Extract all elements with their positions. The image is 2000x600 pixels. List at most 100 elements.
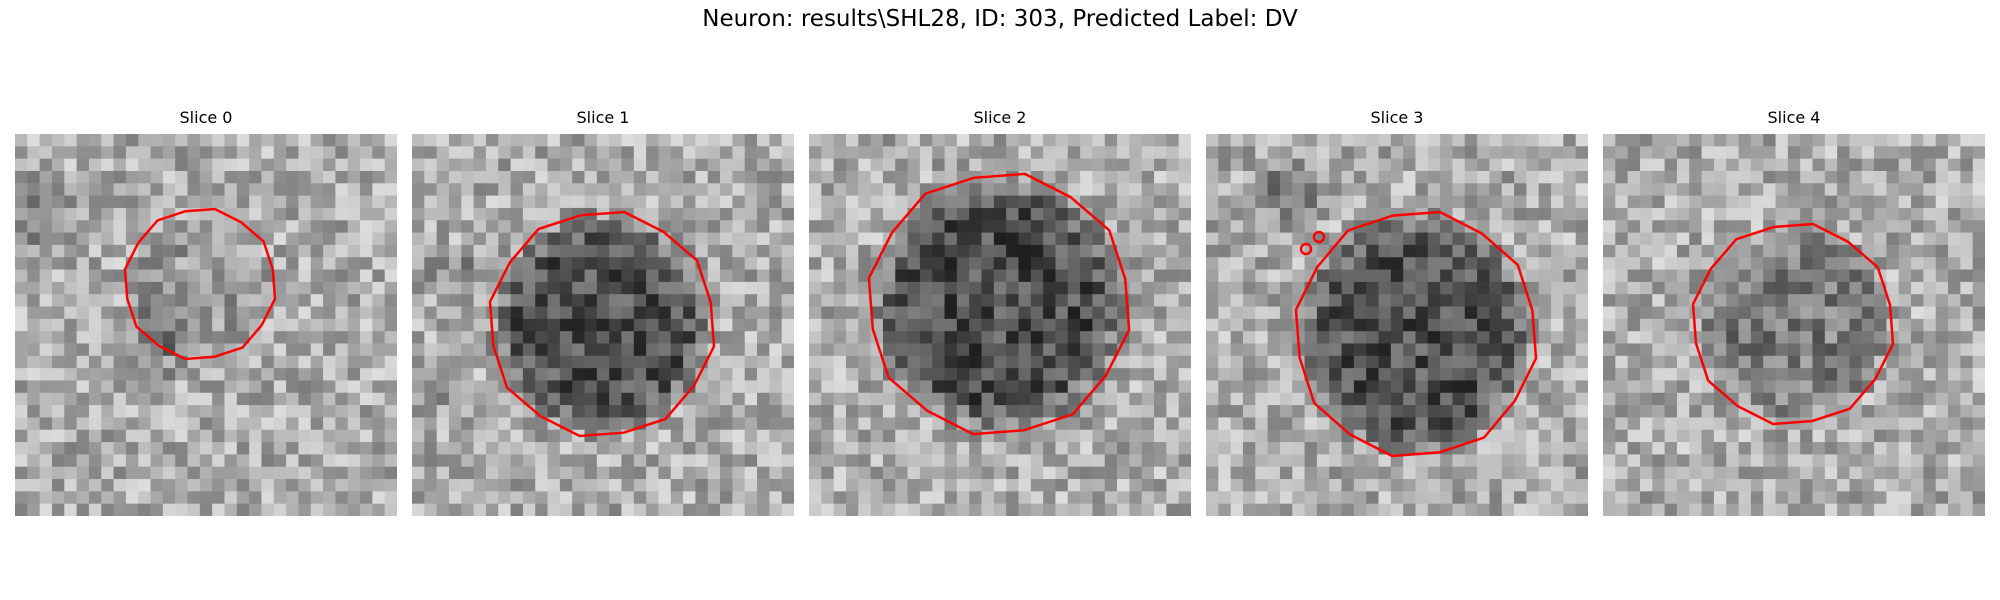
pixel-cell — [1787, 368, 1801, 382]
pixel-cell — [1526, 417, 1540, 431]
pixel-cell — [1538, 158, 1552, 172]
pixel-cell — [919, 195, 933, 209]
pixel-cell — [1652, 318, 1666, 332]
pixel-cell — [1030, 355, 1044, 369]
pixel-cell — [224, 392, 238, 406]
pixel-cell — [323, 170, 336, 184]
pixel-cell — [138, 405, 152, 419]
pixel-cell — [1501, 380, 1515, 394]
pixel-cell — [1206, 294, 1219, 308]
pixel-cell — [609, 195, 623, 209]
pixel-cell — [1129, 294, 1143, 308]
pixel-cell — [384, 368, 397, 382]
pixel-cell — [769, 269, 783, 283]
pixel-cell — [695, 244, 709, 258]
pixel-cell — [138, 503, 152, 516]
pixel-cell — [1812, 232, 1826, 246]
pixel-cell — [956, 294, 970, 308]
pixel-cell — [1341, 269, 1355, 283]
pixel-cell — [969, 429, 983, 443]
pixel-cell — [1972, 380, 1985, 394]
pixel-cell — [175, 380, 189, 394]
pixel-cell — [1603, 417, 1616, 431]
pixel-cell — [1849, 417, 1863, 431]
pixel-cell — [88, 503, 102, 516]
pixel-cell — [744, 405, 758, 419]
pixel-cell — [224, 368, 238, 382]
pixel-cell — [76, 232, 90, 246]
pixel-cell — [249, 195, 263, 209]
pixel-cell — [1501, 195, 1515, 209]
pixel-cell — [1104, 331, 1118, 345]
pixel-cell — [1750, 306, 1764, 320]
pixel-cell — [1403, 417, 1417, 431]
pixel-cell — [981, 306, 995, 320]
pixel-cell — [1960, 392, 1974, 406]
pixel-cell — [919, 318, 933, 332]
pixel-cell — [720, 479, 733, 492]
pixel-cell — [1018, 244, 1032, 258]
pixel-cell — [1329, 134, 1343, 147]
pixel-cell — [809, 479, 822, 492]
pixel-cell — [1800, 405, 1814, 419]
pixel-cell — [1366, 207, 1380, 221]
pixel-cell — [1043, 170, 1057, 184]
pixel-cell — [1787, 232, 1801, 246]
pixel-cell — [88, 405, 102, 419]
pixel-cell — [1415, 343, 1429, 357]
pixel-cell — [498, 294, 512, 308]
pixel-cell — [473, 207, 487, 221]
pixel-cell — [1514, 368, 1527, 382]
pixel-cell — [720, 454, 733, 468]
pixel-cell — [1627, 343, 1641, 357]
pixel-cell — [1763, 207, 1777, 221]
pixel-cell — [969, 269, 983, 283]
pixel-cell — [683, 429, 697, 443]
pixel-cell — [670, 306, 684, 320]
pixel-cell — [162, 405, 176, 419]
pixel-cell — [1538, 331, 1552, 345]
pixel-cell — [1218, 257, 1232, 271]
pixel-cell — [1452, 134, 1466, 147]
pixel-cell — [199, 318, 213, 332]
pixel-cell — [125, 207, 139, 221]
pixel-cell — [1898, 220, 1912, 234]
pixel-cell — [1403, 269, 1417, 283]
pixel-cell — [907, 479, 921, 492]
pixel-cell — [461, 380, 475, 394]
pixel-cell — [224, 417, 238, 431]
pixel-cell — [1006, 380, 1020, 394]
pixel-cell — [1104, 183, 1118, 197]
pixel-cell — [1279, 368, 1293, 382]
pixel-cell — [1242, 195, 1256, 209]
pixel-cell — [1689, 392, 1703, 406]
pixel-cell — [858, 306, 872, 320]
pixel-cell — [175, 220, 189, 234]
pixel-cell — [907, 183, 921, 197]
pixel-cell — [1787, 134, 1801, 147]
pixel-cell — [1043, 269, 1057, 283]
pixel-cell — [1960, 405, 1974, 419]
pixel-cell — [1575, 195, 1588, 209]
pixel-cell — [261, 220, 275, 234]
pixel-cell — [956, 355, 970, 369]
pixel-cell — [1230, 183, 1244, 197]
pixel-cell — [584, 244, 598, 258]
pixel-cell — [993, 207, 1007, 221]
pixel-cell — [1366, 294, 1380, 308]
pixel-cell — [510, 331, 524, 345]
pixel-cell — [424, 368, 438, 382]
pixel-cell — [522, 195, 536, 209]
pixel-cell — [633, 429, 647, 443]
pixel-cell — [64, 294, 78, 308]
pixel-cell — [1055, 306, 1069, 320]
pixel-cell — [1489, 355, 1503, 369]
pixel-cell — [833, 158, 847, 172]
pixel-cell — [1304, 479, 1318, 492]
pixel-cell — [535, 454, 549, 468]
pixel-cell — [809, 207, 822, 221]
pixel-cell — [347, 146, 361, 160]
pixel-cell — [448, 207, 462, 221]
pixel-cell — [310, 429, 324, 443]
pixel-cell — [1775, 244, 1789, 258]
